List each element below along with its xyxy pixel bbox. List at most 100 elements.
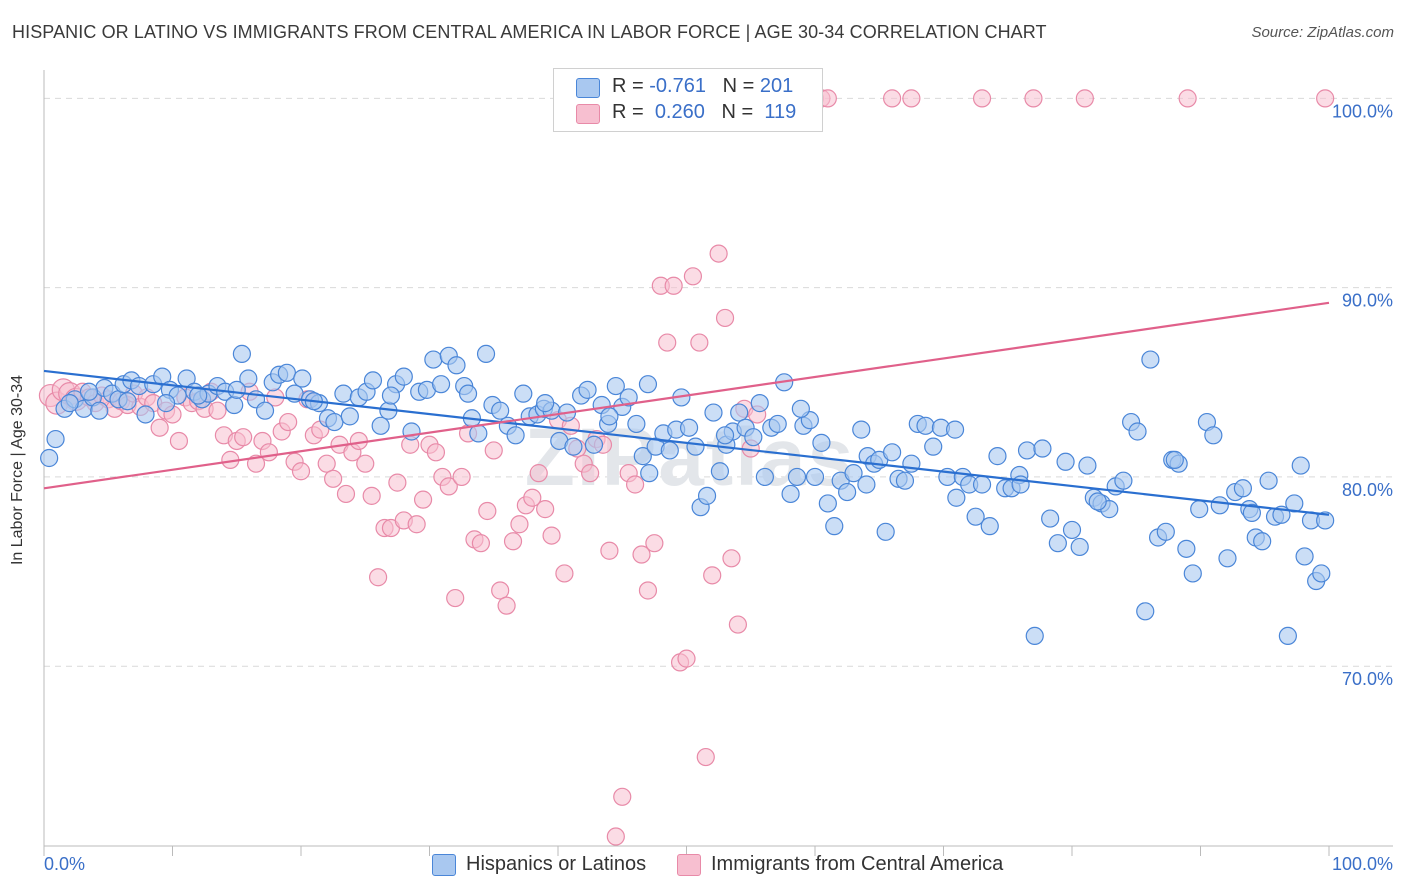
y-tick-labels: 70.0% 80.0% 90.0% 100.0% xyxy=(1332,101,1393,689)
blue-point xyxy=(606,376,625,396)
blue-point xyxy=(1141,350,1160,369)
blue-point xyxy=(600,407,619,426)
pink-point xyxy=(555,564,574,583)
y-tick-label: 100.0% xyxy=(1332,101,1393,121)
pink-point xyxy=(696,747,715,767)
pink-point xyxy=(882,89,902,108)
blue-point xyxy=(633,447,652,466)
blue-point xyxy=(458,384,478,403)
blue-point xyxy=(750,394,769,413)
pink-point xyxy=(542,526,561,545)
blue-point xyxy=(710,462,730,481)
blue-point xyxy=(340,407,359,426)
blue-point xyxy=(506,426,525,445)
pink-point xyxy=(491,581,510,600)
blue-point xyxy=(325,412,344,432)
pink-point xyxy=(1316,89,1335,108)
pink-point xyxy=(645,534,664,553)
blue-point xyxy=(1136,602,1155,621)
legend-n-value-1: 201 xyxy=(759,75,794,97)
blue-point xyxy=(781,484,800,504)
pink-point xyxy=(446,588,465,608)
pink-point xyxy=(246,454,266,473)
blue-point xyxy=(46,429,65,449)
pink-point xyxy=(1075,89,1094,108)
pink-point xyxy=(1178,89,1197,108)
blue-point xyxy=(1259,471,1278,490)
pink-point xyxy=(484,441,503,460)
x-tick-label-max: 100.0% xyxy=(1332,854,1393,874)
blue-point xyxy=(1048,534,1067,553)
pink-point xyxy=(625,475,645,494)
blue-point xyxy=(627,414,646,434)
pink-point xyxy=(728,615,748,634)
blue-point xyxy=(945,420,965,439)
blue-point xyxy=(189,386,208,405)
pink-point xyxy=(356,454,375,473)
blue-point xyxy=(1041,509,1060,528)
blue-point xyxy=(60,394,79,413)
pink-point xyxy=(715,308,735,328)
legend-label-hispanic: Hispanics or Latinos xyxy=(466,853,647,875)
blue-point xyxy=(1033,439,1052,458)
blue-points xyxy=(40,344,1335,646)
blue-point xyxy=(491,401,510,420)
blue-point xyxy=(1114,471,1133,490)
blue-point xyxy=(730,403,749,422)
blue-point xyxy=(1295,547,1314,566)
blue-point xyxy=(1210,496,1229,515)
correlation-legend: R = -0.761 N = 201 R = 0.260 N = 119 xyxy=(553,68,823,132)
blue-point xyxy=(988,447,1007,466)
blue-point xyxy=(1291,456,1310,475)
pink-point xyxy=(362,486,381,505)
blue-point xyxy=(381,386,401,405)
pink-point xyxy=(291,462,311,481)
blue-point xyxy=(394,367,413,386)
blue-point xyxy=(1233,479,1253,498)
blue-point xyxy=(371,416,390,435)
pink-point xyxy=(478,501,497,521)
blue-point xyxy=(619,388,638,407)
blue-point xyxy=(476,344,496,364)
blue-point xyxy=(1156,522,1175,541)
blue-point xyxy=(825,517,844,536)
pink-square-icon xyxy=(677,854,701,876)
blue-point xyxy=(1088,492,1107,511)
pink-point xyxy=(169,431,189,451)
pink-point xyxy=(510,515,529,534)
blue-point xyxy=(225,395,244,415)
pink-point xyxy=(632,545,651,564)
pink-point xyxy=(471,534,490,553)
pink-point xyxy=(523,488,542,507)
blue-point xyxy=(1128,422,1147,441)
pink-point xyxy=(336,484,356,504)
y-tick-label: 90.0% xyxy=(1342,291,1393,311)
source-label: Source: ZipAtlas.com xyxy=(1251,24,1394,41)
blue-square-icon xyxy=(432,854,456,876)
chart-title: HISPANIC OR LATINO VS IMMIGRANTS FROM CE… xyxy=(12,22,1047,42)
blue-point xyxy=(1242,503,1262,522)
blue-point xyxy=(227,380,246,399)
blue-point xyxy=(660,441,679,460)
blue-point xyxy=(876,522,895,541)
blue-point xyxy=(514,384,533,403)
legend-r-label-2: R = xyxy=(612,101,644,123)
blue-point xyxy=(1078,456,1097,475)
blue-point xyxy=(584,435,604,454)
blue-point xyxy=(787,467,807,487)
blue-point xyxy=(768,414,787,434)
pink-trend-line xyxy=(43,301,1330,490)
grid-lines xyxy=(44,97,1393,667)
blue-point xyxy=(972,475,992,494)
blue-point xyxy=(744,428,763,447)
blue-point xyxy=(1165,450,1184,469)
blue-point xyxy=(704,403,723,422)
pink-point xyxy=(677,649,696,668)
blue-point xyxy=(818,494,837,513)
pink-point xyxy=(690,333,709,352)
pink-point xyxy=(683,267,703,286)
y-axis-label: In Labor Force | Age 30-34 xyxy=(9,374,26,566)
blue-point xyxy=(857,475,876,494)
blue-point xyxy=(980,517,999,536)
